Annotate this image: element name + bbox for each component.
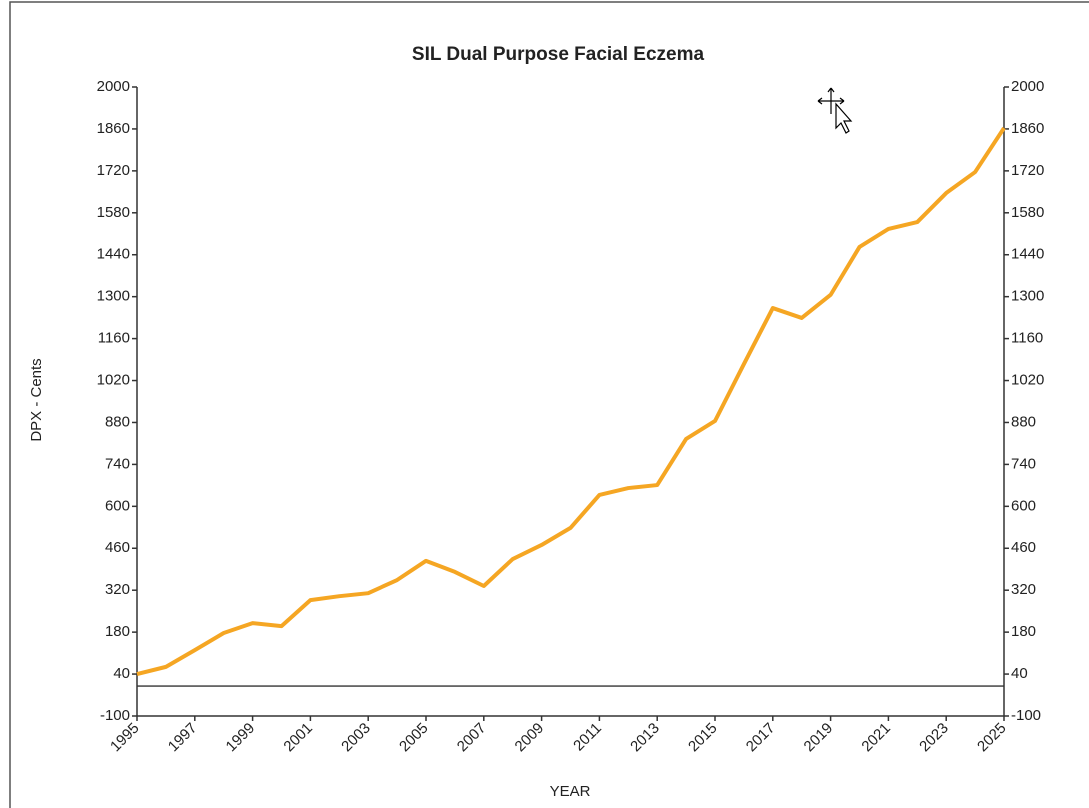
x-axis-label: YEAR <box>550 783 591 800</box>
y-tick-label: 600 <box>105 497 130 514</box>
y2-tick-label: -100 <box>1011 707 1041 724</box>
y2-tick-label: 40 <box>1011 665 1028 682</box>
cursor <box>817 87 853 134</box>
y2-tick-label: 740 <box>1011 455 1036 472</box>
y-tick-label: 320 <box>105 581 130 598</box>
y-tick-label: 1580 <box>97 204 130 221</box>
line-series <box>136 126 1006 677</box>
x-tick-label: 1995 <box>107 720 143 756</box>
y-tick-label: 1720 <box>97 162 130 179</box>
y-tick-label: 460 <box>105 539 130 556</box>
y2-tick-label: 1580 <box>1011 204 1044 221</box>
frame <box>9 1 1089 808</box>
y-tick-label: 1440 <box>97 246 130 263</box>
x-tick-label: 2001 <box>280 720 316 756</box>
x-tick-label: 2023 <box>916 720 952 756</box>
x-tick-label: 2013 <box>627 720 663 756</box>
x-tick-label: 2019 <box>801 720 837 756</box>
y-axis-label: DPX - Cents <box>28 358 45 441</box>
y2-tick-label: 1720 <box>1011 162 1044 179</box>
y-tick-label: 180 <box>105 623 130 640</box>
y-tick-label: 1860 <box>97 120 130 137</box>
y2-tick-label: 180 <box>1011 623 1036 640</box>
y-tick-label: 2000 <box>97 78 130 95</box>
x-tick-label: 2011 <box>570 720 605 755</box>
y2-tick-label: 1160 <box>1011 330 1043 347</box>
y2-tick-label: 1020 <box>1011 372 1044 389</box>
y2-tick-label: 600 <box>1011 497 1036 514</box>
y2-tick-label: 1300 <box>1011 288 1044 305</box>
x-tick-label: 2025 <box>974 720 1010 756</box>
y-tick-label: 1160 <box>98 330 130 347</box>
y-tick-label: 1300 <box>97 288 130 305</box>
y-tick-label: 40 <box>113 665 130 682</box>
y2-tick-label: 460 <box>1011 539 1036 556</box>
x-tick-label: 2005 <box>396 720 432 756</box>
x-tick-label: 1997 <box>165 720 201 756</box>
x-tick-label: 2009 <box>512 720 548 756</box>
x-tick-label: 2015 <box>685 720 721 756</box>
y2-tick-label: 320 <box>1011 581 1036 598</box>
y2-tick-label: 1860 <box>1011 120 1044 137</box>
y2-tick-label: 1440 <box>1011 246 1044 263</box>
x-tick-label: 2021 <box>858 720 894 756</box>
y-tick-label: 880 <box>105 413 130 430</box>
y-tick-label: -100 <box>100 707 130 724</box>
x-tick-label: 2017 <box>743 720 779 756</box>
y2-tick-label: 2000 <box>1011 78 1044 95</box>
x-tick-label: 2007 <box>454 720 490 756</box>
x-tick-label: 2003 <box>338 720 374 756</box>
y-tick-label: 1020 <box>97 372 130 389</box>
y2-tick-label: 880 <box>1011 413 1036 430</box>
x-tick-label: 1999 <box>223 720 259 756</box>
chart-title: SIL Dual Purpose Facial Eczema <box>412 44 705 65</box>
y-tick-label: 740 <box>105 455 130 472</box>
